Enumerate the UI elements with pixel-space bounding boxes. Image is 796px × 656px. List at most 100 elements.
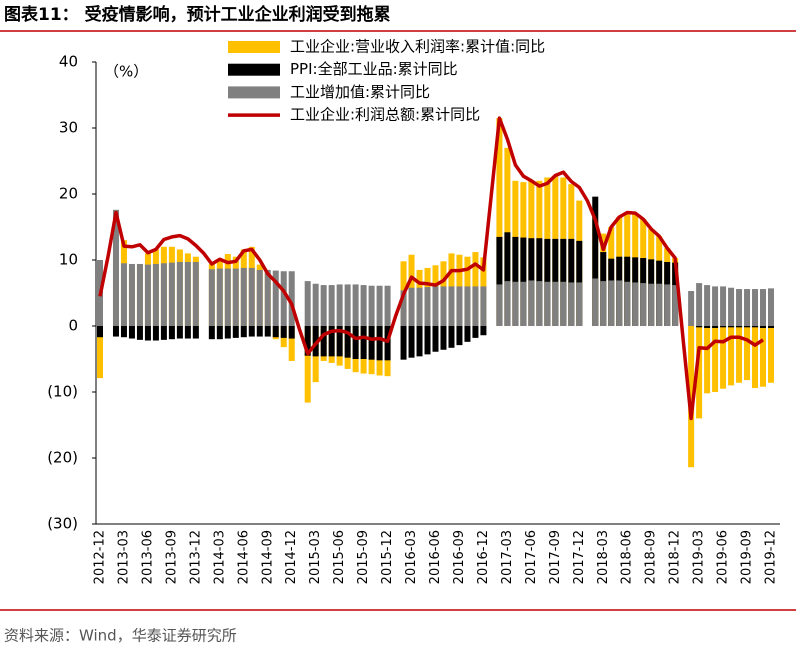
bar: [168, 326, 175, 340]
bar: [720, 326, 727, 389]
bar: [184, 326, 191, 339]
bar: [760, 289, 767, 326]
x-tick-label: 2013-09: [164, 530, 179, 584]
y-tick-label: 20: [59, 185, 78, 203]
bar: [688, 326, 695, 468]
legend-swatch: [228, 86, 280, 99]
bar: [360, 285, 367, 326]
bar: [288, 326, 295, 361]
bar: [592, 196, 599, 326]
bar: [184, 261, 191, 326]
bar: [696, 326, 703, 328]
x-tick-label: 2015-06: [332, 530, 347, 584]
bar: [272, 326, 279, 338]
bar: [712, 286, 719, 326]
bar: [496, 284, 503, 326]
bar: [288, 326, 295, 339]
x-tick-label: 2018-09: [644, 530, 659, 584]
bar: [448, 326, 455, 348]
bar: [360, 326, 367, 359]
bar: [504, 281, 511, 326]
x-tick-label: 2019-03: [692, 530, 707, 584]
bar: [368, 326, 375, 360]
bar: [640, 283, 647, 326]
bar: [128, 326, 135, 339]
x-tick-label: 2018-06: [620, 530, 635, 584]
bar: [656, 283, 663, 326]
bar: [560, 281, 567, 326]
bar: [304, 326, 311, 403]
bar: [280, 271, 287, 326]
bar: [512, 281, 519, 326]
bar: [400, 290, 407, 326]
bar: [192, 261, 199, 326]
bar: [648, 283, 655, 326]
bar: [608, 280, 615, 326]
bar: [512, 236, 519, 326]
bar: [696, 283, 703, 326]
bar: [760, 326, 767, 328]
bar: [248, 326, 255, 337]
bar: [632, 282, 639, 326]
x-tick-label: 2017-03: [500, 530, 515, 584]
y-tick-label: 30: [59, 119, 78, 137]
bar: [752, 326, 759, 389]
bar: [432, 286, 439, 326]
bar: [336, 284, 343, 326]
bar: [744, 326, 751, 381]
x-tick-label: 2017-06: [524, 530, 539, 584]
bar: [720, 326, 727, 328]
x-tick-label: 2015-09: [356, 530, 371, 584]
x-tick-label: 2015-03: [308, 530, 323, 584]
bar: [504, 232, 511, 326]
bar: [368, 285, 375, 326]
bar: [216, 326, 223, 340]
bar: [240, 326, 247, 338]
bar: [264, 326, 271, 337]
bar: [568, 282, 575, 326]
bar: [696, 326, 703, 419]
bar: [256, 326, 263, 337]
legend-label: 工业企业:营业收入利润率:累计值:同比: [290, 38, 545, 56]
bar: [552, 281, 559, 326]
bar: [344, 284, 351, 326]
bar: [136, 263, 143, 326]
y-tick-label: 0: [68, 317, 78, 335]
bar: [240, 267, 247, 326]
bar: [624, 281, 631, 326]
bar: [704, 326, 711, 328]
bar: [448, 286, 455, 326]
bar: [456, 286, 463, 326]
bar: [256, 269, 263, 326]
bar: [736, 289, 743, 326]
x-tick-label: 2012-12: [93, 530, 108, 584]
bar: [472, 326, 479, 338]
x-tick-label: 2016-03: [404, 530, 419, 584]
bar: [288, 271, 295, 326]
bar: [152, 326, 159, 341]
bar: [352, 326, 359, 359]
bar: [176, 326, 183, 339]
bar: [536, 281, 543, 326]
bar: [136, 326, 143, 340]
bar: [672, 285, 679, 326]
legend-swatch: [228, 63, 280, 76]
x-tick-label: 2018-03: [596, 530, 611, 584]
bar: [424, 287, 431, 326]
bar: [248, 267, 255, 326]
bar: [600, 281, 607, 326]
bar: [440, 286, 447, 326]
bar: [232, 268, 239, 326]
bar: [97, 326, 103, 379]
bar: [480, 286, 487, 326]
bar: [176, 261, 183, 326]
bar: [480, 326, 487, 336]
x-tick-label: 2013-12: [188, 530, 203, 584]
bar: [576, 282, 583, 326]
bar: [304, 326, 311, 356]
x-tick-label: 2015-12: [380, 530, 395, 584]
bar: [336, 326, 343, 357]
x-tick-label: 2017-12: [572, 530, 587, 584]
bar: [592, 278, 599, 326]
